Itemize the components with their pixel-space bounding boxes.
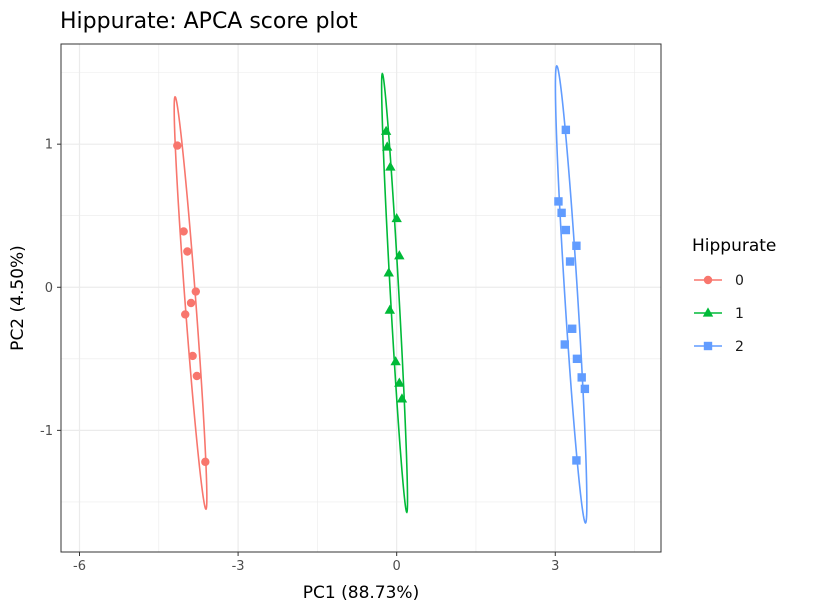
point-series-2 <box>560 340 569 349</box>
x-tick-label: -6 <box>73 559 86 574</box>
data-points <box>173 125 590 467</box>
point-series-0 <box>192 371 202 381</box>
legend-title: Hippurate <box>692 236 776 256</box>
point-series-1 <box>394 250 405 260</box>
grid <box>61 44 661 552</box>
point-series-2 <box>572 456 581 465</box>
legend-key-marker-1 <box>702 307 714 317</box>
point-series-2 <box>561 225 571 235</box>
point-series-0 <box>173 141 182 150</box>
legend-label-2: 2 <box>735 339 744 355</box>
point-series-0 <box>183 247 192 256</box>
point-series-0 <box>188 351 197 361</box>
point-series-1 <box>385 161 396 171</box>
point-series-0 <box>191 287 201 296</box>
point-series-2 <box>557 208 566 218</box>
point-series-2 <box>572 241 581 250</box>
ellipse-series-1 <box>380 72 409 514</box>
point-series-1 <box>381 141 393 151</box>
y-tick-label: 0 <box>45 281 53 296</box>
point-series-0 <box>179 227 188 236</box>
point-series-1 <box>383 267 394 277</box>
point-series-0 <box>186 298 196 308</box>
legend-label-0: 0 <box>735 273 744 289</box>
confidence-ellipses <box>173 64 588 524</box>
legend-key-marker-0 <box>703 275 713 285</box>
plot-panel-border <box>60 43 662 553</box>
point-series-2 <box>572 354 582 364</box>
x-tick-label: 3 <box>551 559 559 574</box>
point-series-2 <box>565 257 575 266</box>
legend-label-1: 1 <box>735 306 744 322</box>
chart-title: Hippurate: APCA score plot <box>60 9 358 34</box>
point-series-0 <box>201 457 210 467</box>
y-tick-label: 1 <box>45 138 53 153</box>
axes: -6 -3 0 3 -1 0 1 <box>40 138 559 574</box>
point-series-2 <box>567 324 577 333</box>
x-axis-title: PC1 (88.73%) <box>303 583 419 603</box>
point-series-1 <box>394 377 405 387</box>
legend: Hippurate 0 1 2 <box>692 236 776 355</box>
point-series-2 <box>577 373 586 382</box>
point-series-2 <box>554 197 563 206</box>
point-series-2 <box>580 384 590 394</box>
y-tick-label: -1 <box>40 424 53 439</box>
point-series-1 <box>391 212 402 223</box>
y-axis-title: PC2 (4.50%) <box>8 245 28 351</box>
x-tick-label: 0 <box>393 559 401 574</box>
legend-key-marker-2 <box>703 341 713 351</box>
point-series-0 <box>181 310 190 319</box>
point-series-1 <box>380 125 392 135</box>
point-series-1 <box>396 393 408 403</box>
ellipse-series-0 <box>173 95 208 511</box>
point-series-2 <box>561 125 571 135</box>
point-series-1 <box>390 356 401 366</box>
ellipse-series-2 <box>554 64 588 524</box>
x-tick-label: -3 <box>232 559 245 574</box>
point-series-1 <box>384 304 396 314</box>
